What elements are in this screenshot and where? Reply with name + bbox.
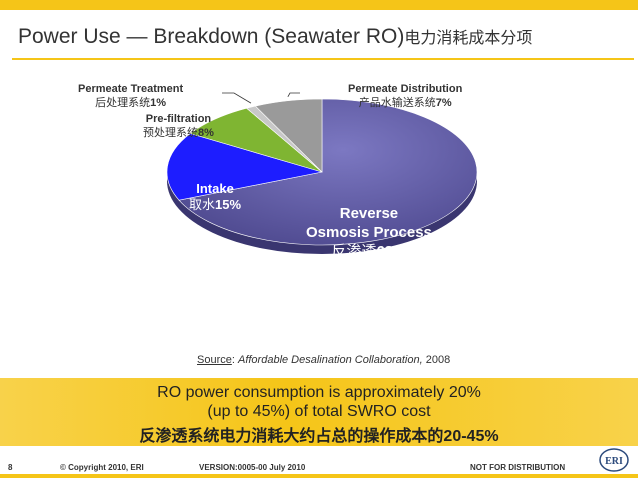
label-distribution-cn: 产品水输送系统 bbox=[358, 97, 436, 109]
leader-lines bbox=[222, 92, 300, 104]
leader-permeate-treatment bbox=[222, 92, 252, 104]
label-prefiltration-en: Pre-filtration bbox=[145, 113, 212, 125]
title-cn: 电力消耗成本分项 bbox=[404, 30, 533, 47]
title-en: Power Use — Breakdown (Seawater RO) bbox=[18, 25, 405, 48]
title-rule bbox=[12, 58, 634, 60]
distribution-notice: NOT FOR DISTRIBUTION bbox=[470, 463, 566, 472]
source-text: Affordable Desalination Collaboration, bbox=[237, 354, 423, 366]
label-reverse-osmosis: Reverse Osmosis Process 反渗透68% bbox=[306, 204, 432, 261]
label-permeate-distribution: Permeate Distribution 产品水输送系统7% bbox=[348, 82, 462, 110]
label-distribution-en: Permeate Distribution bbox=[348, 83, 463, 95]
pie-slice-distribution bbox=[254, 98, 323, 173]
summary-line-1: RO power consumption is approximately 20… bbox=[157, 384, 481, 401]
page-number: 8 bbox=[8, 463, 13, 472]
eri-logo: ERI bbox=[599, 448, 629, 472]
label-ro-line1: Reverse bbox=[339, 205, 399, 222]
value-treatment: 1% bbox=[150, 97, 167, 109]
slide-title: Power Use — Breakdown (Seawater RO)电力消耗成… bbox=[18, 24, 532, 49]
source-year: 2008 bbox=[425, 354, 451, 366]
label-intake-en: Intake bbox=[196, 181, 234, 196]
source-label: Source bbox=[197, 354, 232, 366]
label-prefiltration-cn: 预处理系统 bbox=[143, 127, 198, 139]
pie-slices bbox=[166, 98, 478, 246]
pie-slice-intake bbox=[166, 133, 323, 201]
summary-line-2: (up to 45%) of total SWRO cost bbox=[207, 403, 431, 420]
label-treatment-cn: 后处理系统 bbox=[95, 97, 151, 109]
label-intake-cn: 取水 bbox=[189, 197, 216, 212]
label-intake: Intake 取水15% bbox=[189, 181, 241, 213]
source-note: Source: Affordable Desalination Collabor… bbox=[197, 354, 451, 366]
label-permeate-treatment: Permeate Treatment 后处理系统1% bbox=[78, 82, 183, 110]
copyright: © Copyright 2010, ERI bbox=[60, 463, 144, 472]
label-prefiltration: Pre-filtration 预处理系统8% bbox=[143, 112, 214, 140]
label-ro-line2: Osmosis Process bbox=[306, 224, 432, 241]
summary-band: RO power consumption is approximately 20… bbox=[0, 378, 638, 446]
leader-permeate-distribution bbox=[287, 92, 300, 97]
value-distribution: 7% bbox=[435, 97, 452, 109]
top-accent-bar bbox=[0, 0, 638, 10]
summary-line-3: 反渗透系统电力消耗大约占总的操作成本的20-45% bbox=[139, 428, 499, 445]
logo-text: ERI bbox=[605, 456, 623, 467]
label-ro-cn: 反渗透 bbox=[331, 243, 377, 260]
label-treatment-en: Permeate Treatment bbox=[78, 83, 184, 95]
footer-accent-bar bbox=[0, 474, 638, 478]
value-ro: 68% bbox=[376, 243, 407, 260]
pie-slice-ro bbox=[178, 98, 478, 246]
pie-chart bbox=[166, 92, 478, 254]
value-prefiltration: 8% bbox=[198, 127, 214, 139]
version-text: VERSION:0005-00 July 2010 bbox=[199, 463, 306, 472]
value-intake: 15% bbox=[215, 197, 242, 212]
